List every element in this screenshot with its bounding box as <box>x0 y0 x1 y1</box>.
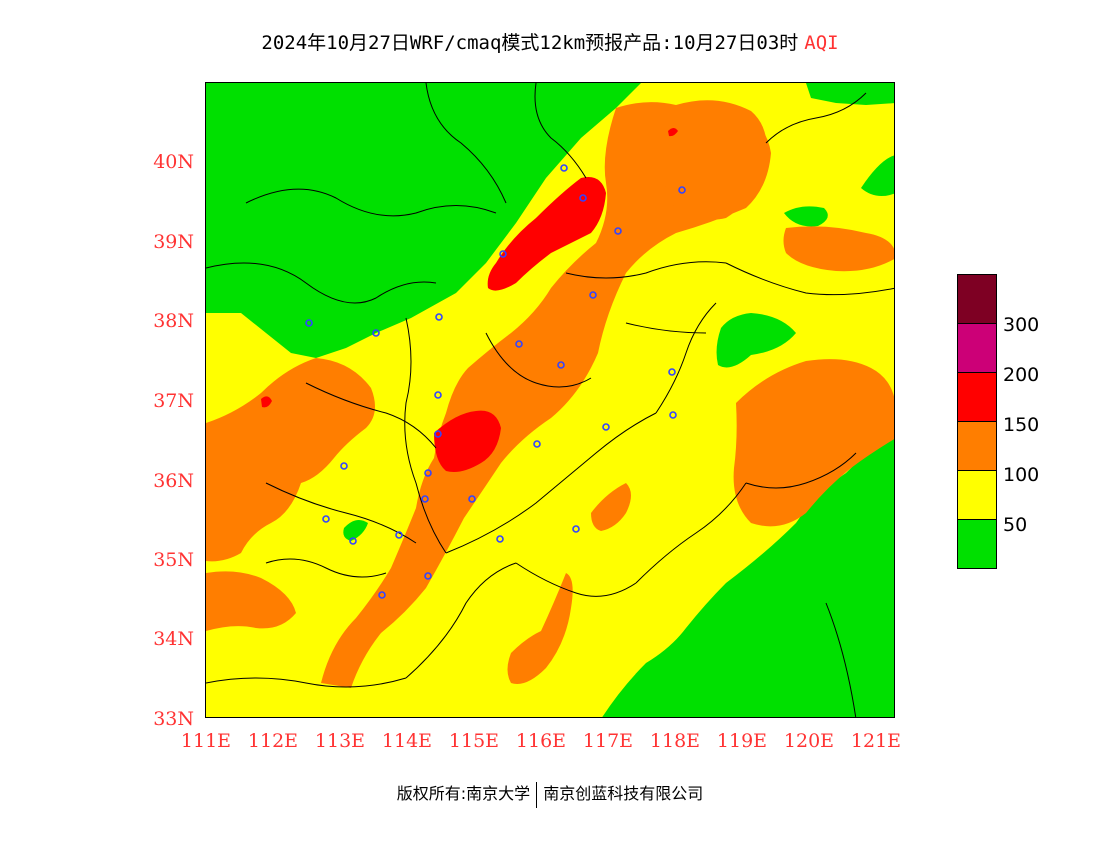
lon-label-117e: 117E <box>582 730 634 752</box>
station-markers <box>305 164 686 599</box>
legend-swatch-good <box>957 520 997 569</box>
lat-label-40n: 40N <box>153 151 194 173</box>
station-marker <box>434 391 442 399</box>
lon-label-118e: 118E <box>649 730 701 752</box>
map-title: 2024年10月27日WRF/cmaq模式12km预报产品:10月27日03时 A… <box>0 28 1100 55</box>
aqi-zone-unhealthy-north <box>487 177 606 291</box>
footer-copyright: 版权所有:南京大学 <box>396 784 531 803</box>
legend-swatch-unhealthy <box>957 373 997 422</box>
station-marker <box>669 411 677 419</box>
legend-swatch-moderate <box>957 471 997 520</box>
station-marker <box>349 537 357 545</box>
aqi-zone-usg-east <box>733 359 894 527</box>
station-marker <box>424 572 432 580</box>
station-marker <box>668 368 676 376</box>
lat-label-35n: 35N <box>153 549 194 571</box>
aqi-zone-usg-south <box>507 573 573 684</box>
aqi-zone-unhealthy-dot-west <box>261 396 272 408</box>
lat-label-37n: 37N <box>153 390 194 412</box>
lat-label-33n: 33N <box>153 708 194 730</box>
legend-swatch-very-unhealthy <box>957 324 997 373</box>
aqi-zone-unhealthy-central <box>434 410 501 472</box>
lat-label-39n: 39N <box>153 231 194 253</box>
lon-label-120e: 120E <box>783 730 835 752</box>
legend-label-150: 150 <box>1003 414 1040 436</box>
lon-label-119e: 119E <box>716 730 768 752</box>
lon-label-121e: 121E <box>850 730 902 752</box>
station-marker <box>572 525 580 533</box>
station-marker <box>340 462 348 470</box>
aqi-zone-good-southeast <box>602 429 894 717</box>
lon-label-114e: 114E <box>381 730 433 752</box>
aqi-zone-usg-west-low <box>206 571 296 631</box>
aqi-zone-good-northeast <box>806 83 894 105</box>
station-marker <box>557 361 565 369</box>
station-marker <box>372 329 380 337</box>
station-marker <box>496 535 504 543</box>
lat-label-34n: 34N <box>153 628 194 650</box>
copyright-footer: 版权所有:南京大学 南京创蓝科技有限公司 <box>0 780 1100 808</box>
aqi-zone-usg-east-mid <box>783 226 894 272</box>
station-marker <box>678 186 686 194</box>
aqi-zone-usg-northeast <box>665 100 767 220</box>
station-marker <box>614 227 622 235</box>
aqi-zone-good-east-small <box>861 155 894 197</box>
legend-label-50: 50 <box>1003 514 1028 536</box>
station-marker <box>468 495 476 503</box>
lat-label-36n: 36N <box>153 470 194 492</box>
station-marker <box>560 164 568 172</box>
legend-label-300: 300 <box>1003 314 1040 336</box>
footer-separator <box>536 781 538 808</box>
station-marker <box>395 531 403 539</box>
aqi-map-canvas <box>206 83 894 717</box>
title-product: AQI <box>804 32 839 54</box>
station-marker <box>378 591 386 599</box>
station-marker <box>434 430 442 438</box>
station-marker <box>533 440 541 448</box>
legend-label-100: 100 <box>1003 464 1040 486</box>
legend-label-200: 200 <box>1003 364 1040 386</box>
lon-label-116e: 116E <box>515 730 567 752</box>
station-marker <box>602 423 610 431</box>
lat-label-38n: 38N <box>153 310 194 332</box>
legend-swatch-usg <box>957 422 997 471</box>
station-marker <box>305 319 313 327</box>
station-marker <box>589 291 597 299</box>
aqi-zone-usg-southcentral <box>591 483 631 531</box>
lon-label-115e: 115E <box>448 730 500 752</box>
aqi-zone-unhealthy-dot-north <box>668 128 678 137</box>
station-marker <box>435 313 443 321</box>
footer-company: 南京创蓝科技有限公司 <box>543 784 704 803</box>
aqi-map <box>205 82 895 718</box>
lon-label-112e: 112E <box>247 730 299 752</box>
aqi-zone-usg-west <box>206 358 375 562</box>
aqi-zone-good-central <box>716 313 796 368</box>
station-marker <box>421 495 429 503</box>
station-marker <box>579 194 587 202</box>
legend-swatch-hazardous <box>957 274 997 324</box>
aqi-zone-usg-central-band <box>321 102 771 688</box>
aqi-legend <box>957 274 997 569</box>
station-marker <box>499 250 507 258</box>
lon-label-111e: 111E <box>180 730 232 752</box>
aqi-zone-good-west-patch <box>343 519 368 541</box>
lon-label-113e: 113E <box>314 730 366 752</box>
station-marker <box>515 340 523 348</box>
station-marker <box>424 469 432 477</box>
station-marker <box>322 515 330 523</box>
aqi-zone-good-east-patch <box>784 206 828 227</box>
title-main: 2024年10月27日WRF/cmaq模式12km预报产品:10月27日03时 <box>261 32 799 54</box>
boundary-lines <box>206 83 894 717</box>
